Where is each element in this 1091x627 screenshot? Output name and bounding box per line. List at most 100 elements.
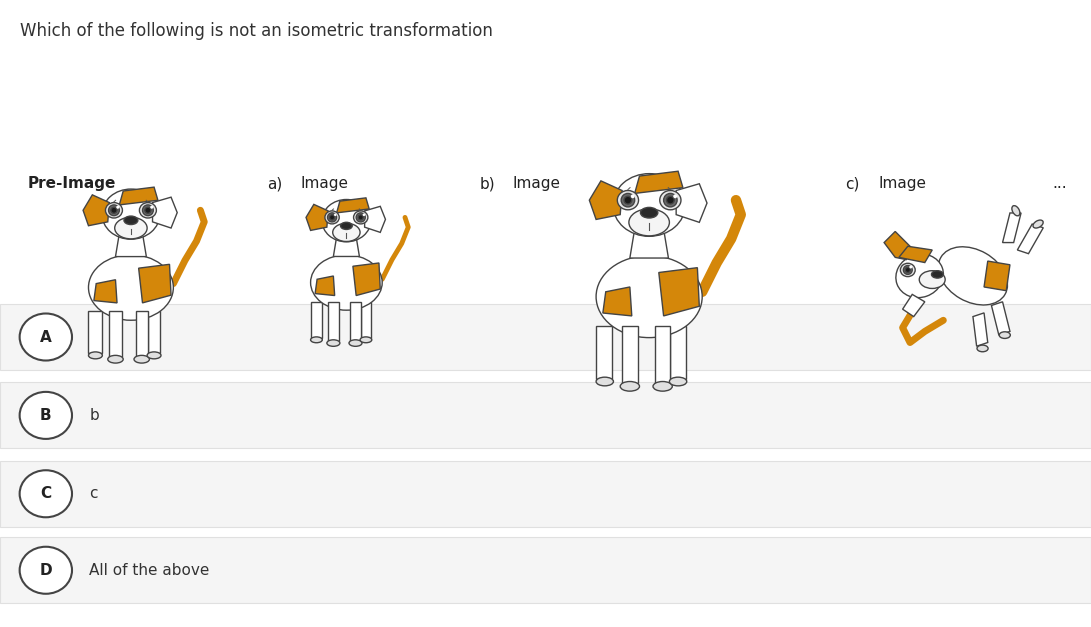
Text: Image: Image xyxy=(300,176,348,191)
Polygon shape xyxy=(148,310,160,353)
Ellipse shape xyxy=(670,377,686,386)
Ellipse shape xyxy=(999,332,1010,339)
Ellipse shape xyxy=(20,547,72,594)
Text: Image: Image xyxy=(513,176,561,191)
Ellipse shape xyxy=(620,381,639,391)
Ellipse shape xyxy=(613,174,685,236)
Ellipse shape xyxy=(932,271,944,278)
Polygon shape xyxy=(315,276,335,295)
Ellipse shape xyxy=(640,208,658,218)
Ellipse shape xyxy=(108,205,119,216)
Text: A: A xyxy=(40,330,51,344)
Ellipse shape xyxy=(906,267,910,273)
Ellipse shape xyxy=(631,194,635,198)
Polygon shape xyxy=(83,195,109,226)
Ellipse shape xyxy=(621,193,635,207)
Ellipse shape xyxy=(327,213,337,222)
Polygon shape xyxy=(973,313,987,346)
Polygon shape xyxy=(630,229,669,258)
Ellipse shape xyxy=(663,193,678,207)
Polygon shape xyxy=(603,287,632,316)
Polygon shape xyxy=(139,265,171,303)
Text: b: b xyxy=(89,408,99,423)
Ellipse shape xyxy=(628,209,670,236)
Text: c): c) xyxy=(846,176,860,191)
Ellipse shape xyxy=(938,247,1007,305)
Polygon shape xyxy=(676,184,707,223)
Text: Pre-Image: Pre-Image xyxy=(27,176,116,191)
Polygon shape xyxy=(659,268,699,316)
Polygon shape xyxy=(109,310,122,357)
Ellipse shape xyxy=(108,356,123,363)
Polygon shape xyxy=(361,302,371,338)
Ellipse shape xyxy=(340,223,352,229)
Ellipse shape xyxy=(88,255,173,320)
Text: Image: Image xyxy=(878,176,926,191)
Text: c: c xyxy=(89,487,98,501)
Ellipse shape xyxy=(101,189,160,240)
Polygon shape xyxy=(334,237,359,256)
Ellipse shape xyxy=(673,194,678,198)
Ellipse shape xyxy=(20,392,72,439)
Text: B: B xyxy=(40,408,51,423)
Ellipse shape xyxy=(903,265,912,275)
Ellipse shape xyxy=(311,337,322,343)
Polygon shape xyxy=(350,302,361,341)
Ellipse shape xyxy=(145,207,151,213)
Ellipse shape xyxy=(151,206,154,209)
Polygon shape xyxy=(884,231,910,260)
Ellipse shape xyxy=(124,216,137,224)
Polygon shape xyxy=(1018,224,1043,254)
Ellipse shape xyxy=(624,196,632,204)
Text: ...: ... xyxy=(1053,176,1067,191)
Ellipse shape xyxy=(356,213,365,222)
Ellipse shape xyxy=(20,470,72,517)
Polygon shape xyxy=(596,325,612,379)
Ellipse shape xyxy=(900,263,915,277)
Polygon shape xyxy=(655,325,670,384)
Text: All of the above: All of the above xyxy=(89,563,209,577)
Ellipse shape xyxy=(88,352,103,359)
Polygon shape xyxy=(902,295,925,317)
Text: C: C xyxy=(40,487,51,501)
Ellipse shape xyxy=(106,203,122,218)
Polygon shape xyxy=(984,261,1010,291)
FancyBboxPatch shape xyxy=(0,382,1091,448)
FancyBboxPatch shape xyxy=(0,304,1091,370)
Ellipse shape xyxy=(596,377,613,386)
Polygon shape xyxy=(352,263,381,295)
Text: b): b) xyxy=(480,176,495,191)
Ellipse shape xyxy=(920,271,945,288)
Ellipse shape xyxy=(349,340,362,346)
Polygon shape xyxy=(328,302,338,341)
Ellipse shape xyxy=(667,196,674,204)
Text: a): a) xyxy=(267,176,283,191)
Polygon shape xyxy=(622,325,637,384)
Polygon shape xyxy=(153,197,177,228)
Ellipse shape xyxy=(654,381,672,391)
Ellipse shape xyxy=(333,223,360,241)
Ellipse shape xyxy=(115,217,147,239)
Ellipse shape xyxy=(140,203,156,218)
Ellipse shape xyxy=(978,345,988,352)
Ellipse shape xyxy=(327,340,340,346)
Polygon shape xyxy=(670,325,686,379)
Ellipse shape xyxy=(660,191,681,210)
Text: D: D xyxy=(39,563,52,577)
Polygon shape xyxy=(337,198,369,213)
Polygon shape xyxy=(88,310,101,353)
Ellipse shape xyxy=(896,254,944,298)
Ellipse shape xyxy=(143,205,154,216)
Ellipse shape xyxy=(360,337,372,343)
Polygon shape xyxy=(119,187,158,205)
Polygon shape xyxy=(116,233,146,256)
Polygon shape xyxy=(135,310,148,357)
Polygon shape xyxy=(992,302,1010,335)
Polygon shape xyxy=(635,171,683,193)
Ellipse shape xyxy=(1011,206,1020,216)
Text: Which of the following is not an isometric transformation: Which of the following is not an isometr… xyxy=(20,22,492,40)
Ellipse shape xyxy=(329,215,335,220)
Ellipse shape xyxy=(353,211,368,224)
Polygon shape xyxy=(94,280,117,303)
Text: a: a xyxy=(89,330,99,344)
